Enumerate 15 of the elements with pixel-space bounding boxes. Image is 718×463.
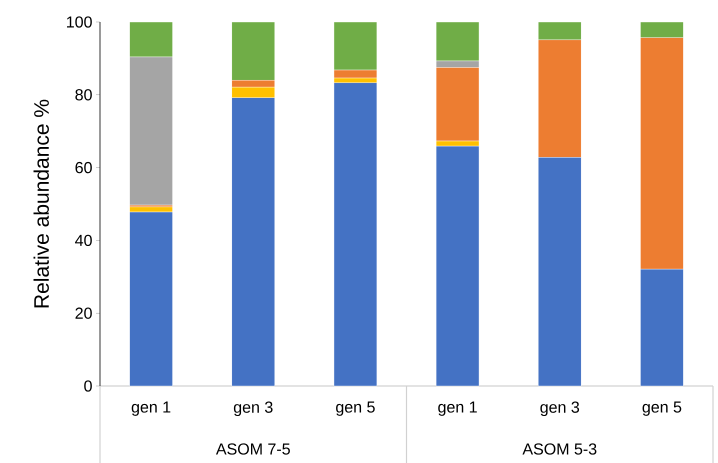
x-tick-label: gen 1 <box>438 402 477 416</box>
y-tick-label: 20 <box>75 308 92 319</box>
x-tick-label: gen 3 <box>234 402 273 416</box>
x-tick-label: gen 1 <box>132 402 170 416</box>
x-tick-label: gen 3 <box>540 402 580 416</box>
y-tick-label: 40 <box>75 234 92 246</box>
y-axis-title: Relative abundance % <box>34 100 49 308</box>
x-tick-label: gen 5 <box>336 402 375 416</box>
x-tick-label: gen 5 <box>642 402 682 416</box>
y-tick-label: 80 <box>75 89 92 100</box>
y-tick-label: 0 <box>84 380 92 392</box>
text: ASOM 7-5 <box>216 443 290 455</box>
y-tick-label: 100 <box>67 16 92 28</box>
y-tick-label: 60 <box>75 162 92 174</box>
text: ASOM 5-3 <box>522 443 596 455</box>
